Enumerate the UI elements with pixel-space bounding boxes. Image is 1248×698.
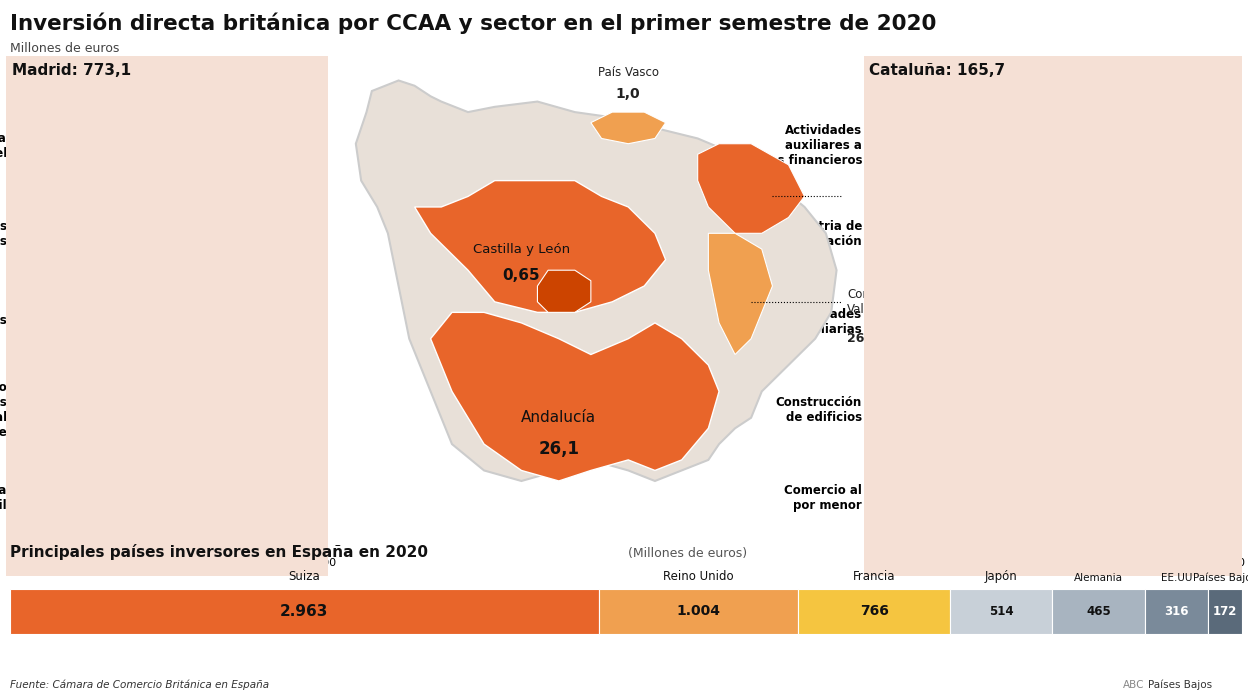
Bar — [10, 589, 599, 634]
Text: ABC: ABC — [1123, 680, 1144, 690]
Bar — [799, 589, 950, 634]
Text: País Vasco: País Vasco — [598, 66, 659, 79]
Polygon shape — [414, 181, 665, 313]
Text: Países Bajos: Países Bajos — [1148, 679, 1212, 690]
Bar — [16, 299, 94, 339]
Text: Japón: Japón — [985, 570, 1017, 583]
Bar — [16, 124, 44, 163]
Polygon shape — [590, 112, 665, 144]
Text: 316: 316 — [1164, 605, 1188, 618]
Text: Fuente: Cámara de Comercio Británica en España: Fuente: Cámara de Comercio Británica en … — [10, 679, 270, 690]
Bar — [871, 211, 900, 251]
Text: 26,1: 26,1 — [538, 440, 579, 459]
Text: Reino Unido: Reino Unido — [663, 570, 734, 583]
Bar — [1144, 589, 1208, 634]
Text: 766: 766 — [860, 604, 889, 618]
Text: Alemania: Alemania — [1075, 573, 1123, 583]
Text: Cataluña: 165,7: Cataluña: 165,7 — [869, 63, 1005, 77]
Text: Madrid: 773,1: Madrid: 773,1 — [12, 63, 131, 77]
Text: 514: 514 — [990, 605, 1013, 618]
FancyBboxPatch shape — [6, 56, 328, 576]
Bar — [16, 211, 62, 251]
Bar — [871, 475, 1217, 515]
Text: 26,1: 26,1 — [847, 332, 879, 346]
Bar — [950, 589, 1052, 634]
Text: Suiza: Suiza — [288, 570, 321, 583]
Bar — [871, 124, 886, 163]
Text: 172: 172 — [1213, 605, 1237, 618]
Text: 465: 465 — [1086, 605, 1111, 618]
Text: Comunidad
Valenciana: Comunidad Valenciana — [847, 288, 915, 315]
Polygon shape — [698, 144, 805, 233]
Text: 1,0: 1,0 — [617, 87, 640, 101]
FancyBboxPatch shape — [864, 56, 1242, 576]
Polygon shape — [709, 233, 773, 355]
Polygon shape — [431, 313, 719, 481]
Bar — [871, 299, 937, 339]
Text: Castilla y León: Castilla y León — [473, 243, 570, 255]
Text: 2.963: 2.963 — [280, 604, 328, 619]
Text: 1.004: 1.004 — [676, 604, 720, 618]
Text: (Millones de euros): (Millones de euros) — [624, 547, 748, 560]
Bar — [1208, 589, 1242, 634]
Text: Inversión directa británica por CCAA y sector en el primer semestre de 2020: Inversión directa británica por CCAA y s… — [10, 13, 936, 34]
Text: Millones de euros: Millones de euros — [10, 42, 120, 55]
Text: Andalucía: Andalucía — [522, 410, 597, 425]
Bar — [871, 387, 1133, 427]
Polygon shape — [538, 270, 590, 313]
Bar — [16, 387, 140, 427]
Text: EE.UU: EE.UU — [1161, 573, 1192, 583]
Text: Principales países inversores en España en 2020: Principales países inversores en España … — [10, 544, 428, 560]
Text: 0,65: 0,65 — [503, 268, 540, 283]
Bar — [1052, 589, 1144, 634]
Polygon shape — [356, 80, 836, 481]
Text: Francia: Francia — [852, 570, 896, 583]
Bar — [16, 475, 318, 515]
Text: Países Bajos: Países Bajos — [1193, 572, 1248, 583]
Bar — [599, 589, 799, 634]
